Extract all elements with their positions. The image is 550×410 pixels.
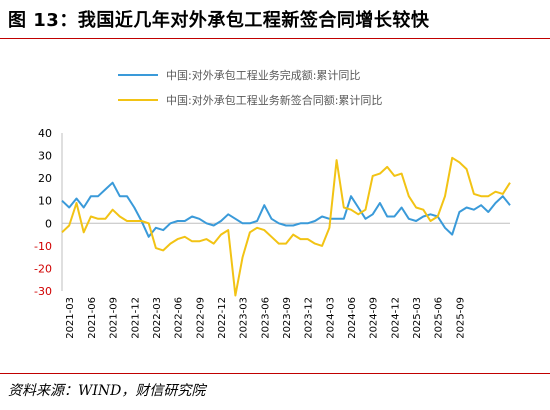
y-tick-label: -20 xyxy=(34,262,52,275)
bottom-divider xyxy=(0,373,550,374)
top-divider xyxy=(0,38,550,39)
line-chart: 中国:对外承包工程业务完成额:累计同比中国:对外承包工程业务新签合同额:累计同比… xyxy=(34,68,511,339)
x-tick-label: 2022-12 xyxy=(217,297,228,339)
y-tick-label: -30 xyxy=(34,285,52,298)
x-tick-label: 2021-03 xyxy=(65,297,76,339)
x-tick-label: 2024-09 xyxy=(369,297,380,339)
x-tick-label: 2021-12 xyxy=(130,297,141,339)
x-tick-label: 2021-09 xyxy=(109,297,120,339)
legend-label-2: 中国:对外承包工程业务新签合同额:累计同比 xyxy=(166,93,382,107)
x-tick-label: 2025-06 xyxy=(434,297,445,339)
x-tick-label: 2024-03 xyxy=(325,297,336,339)
legend-label-1: 中国:对外承包工程业务完成额:累计同比 xyxy=(166,68,360,82)
x-tick-label: 2023-03 xyxy=(239,297,250,339)
series-line-2 xyxy=(61,156,511,297)
x-tick-label: 2024-06 xyxy=(347,297,358,339)
title-bar: 图 13：我国近几年对外承包工程新签合同增长较快 xyxy=(0,0,550,38)
x-tick-label: 2022-09 xyxy=(195,297,206,339)
y-tick-label: 0 xyxy=(45,217,52,230)
x-tick-label: 2025-09 xyxy=(455,297,466,339)
y-tick-label: 20 xyxy=(38,172,52,185)
x-tick-label: 2022-03 xyxy=(152,297,163,339)
y-tick-label: 30 xyxy=(38,150,52,163)
chart-title: 图 13：我国近几年对外承包工程新签合同增长较快 xyxy=(8,10,430,31)
x-tick-label: 2024-12 xyxy=(390,297,401,339)
x-tick-label: 2021-06 xyxy=(87,297,98,339)
y-tick-label: 40 xyxy=(38,127,52,140)
x-tick-label: 2023-06 xyxy=(260,297,271,339)
source-note: 资料来源：WIND，财信研究院 xyxy=(8,383,206,399)
y-tick-label: 10 xyxy=(38,195,52,208)
series-line-1 xyxy=(61,181,511,238)
x-tick-label: 2023-12 xyxy=(304,297,315,339)
x-tick-label: 2025-03 xyxy=(412,297,423,339)
x-tick-label: 2023-09 xyxy=(282,297,293,339)
x-tick-label: 2022-06 xyxy=(174,297,185,339)
y-tick-label: -10 xyxy=(34,240,52,253)
